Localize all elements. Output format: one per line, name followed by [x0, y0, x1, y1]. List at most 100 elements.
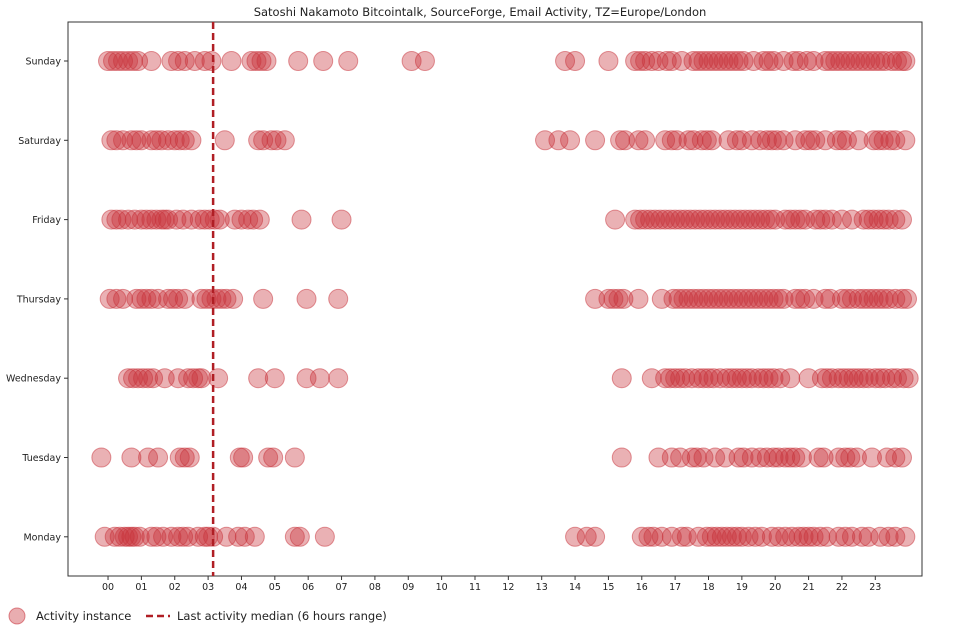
activity-point [835, 526, 856, 547]
activity-point [233, 447, 254, 468]
activity-point [611, 368, 632, 389]
activity-point [585, 526, 606, 547]
activity-point [761, 130, 782, 151]
activity-point [146, 526, 167, 547]
activity-point [168, 51, 189, 71]
activity-point [698, 368, 719, 389]
activity-point [741, 447, 762, 468]
activity-point [725, 209, 746, 230]
activity-point [885, 209, 906, 230]
activity-point [296, 288, 317, 309]
y-tick-label-saturday: Saturday [18, 136, 61, 147]
activity-point [655, 368, 676, 389]
activity-point [216, 288, 237, 309]
activity-point [898, 368, 919, 389]
activity-point [146, 130, 167, 151]
y-axis: Sunday Saturday Friday Thursday Wednesday Tue… [6, 57, 68, 543]
activity-point [773, 51, 794, 71]
activity-point [178, 526, 199, 547]
activity-point [716, 526, 737, 547]
activity-point [650, 209, 671, 230]
activity-point [715, 209, 736, 230]
activity-point [766, 130, 787, 151]
activity-point [158, 209, 179, 230]
activity-point [223, 288, 244, 309]
activity-point [846, 447, 867, 468]
activity-point [670, 209, 691, 230]
activity-point [775, 447, 796, 468]
activity-point [313, 51, 334, 71]
activity-point [628, 130, 649, 151]
activity-point [665, 209, 686, 230]
activity-point [231, 209, 252, 230]
activity-point [258, 447, 279, 468]
x-tick-label-05: 05 [269, 582, 281, 593]
x-tick-label-19: 19 [736, 582, 748, 593]
activity-point [603, 288, 624, 309]
activity-point [660, 209, 681, 230]
activity-point [166, 209, 187, 230]
activity-point [708, 288, 729, 309]
x-axis: 00 01 02 03 04 05 06 07 08 09 10 11 12 13 14 15 16 17 18 19… [102, 576, 881, 593]
activity-point [168, 288, 189, 309]
activity-point [695, 209, 716, 230]
activity-point [141, 51, 162, 71]
activity-point [805, 209, 826, 230]
activity-point [788, 526, 809, 547]
activity-point [141, 288, 162, 309]
activity-point [735, 209, 756, 230]
activity-point [895, 51, 916, 71]
activity-point [716, 368, 737, 389]
activity-point [670, 368, 691, 389]
x-tick-label-16: 16 [636, 582, 648, 593]
activity-point [745, 526, 766, 547]
activity-point [885, 130, 906, 151]
activity-point [585, 130, 606, 151]
activity-point [338, 51, 359, 71]
activity-point [560, 130, 581, 151]
activity-point [274, 130, 295, 151]
activity-point [141, 526, 162, 547]
activity-point [179, 447, 200, 468]
y-tick-label-friday: Friday [32, 215, 61, 226]
activity-point [673, 288, 694, 309]
activity-point [675, 209, 696, 230]
activity-point [630, 209, 651, 230]
activity-point [164, 130, 185, 151]
activity-point [875, 51, 896, 71]
x-tick-label-01: 01 [135, 582, 147, 593]
activity-point [743, 51, 764, 71]
activity-point [576, 526, 597, 547]
x-tick-label-20: 20 [769, 582, 781, 593]
activity-point [858, 368, 879, 389]
activity-point [238, 209, 259, 230]
activity-point [266, 130, 287, 151]
activity-point [173, 209, 194, 230]
y-tick-label-thursday: Thursday [16, 294, 62, 305]
activity-point [108, 51, 129, 71]
activity-point [700, 209, 721, 230]
activity-point [838, 368, 859, 389]
activity-point [106, 209, 127, 230]
activity-point [793, 526, 814, 547]
activity-point [870, 51, 891, 71]
activity-point [785, 130, 806, 151]
activity-point [875, 368, 896, 389]
x-tick-label-10: 10 [436, 582, 448, 593]
activity-point [661, 526, 682, 547]
activity-point [173, 526, 194, 547]
activity-point [813, 447, 834, 468]
activity-point [796, 51, 817, 71]
activity-point [668, 288, 689, 309]
activity-point [861, 447, 882, 468]
activity-point [253, 288, 274, 309]
activity-point [565, 51, 586, 71]
activity-point [683, 288, 704, 309]
activity-point [168, 526, 189, 547]
activity-point [246, 51, 267, 71]
activity-point [820, 51, 841, 71]
activity-point [791, 447, 812, 468]
activity-point [836, 130, 857, 151]
activity-point [885, 447, 906, 468]
activity-point [738, 288, 759, 309]
